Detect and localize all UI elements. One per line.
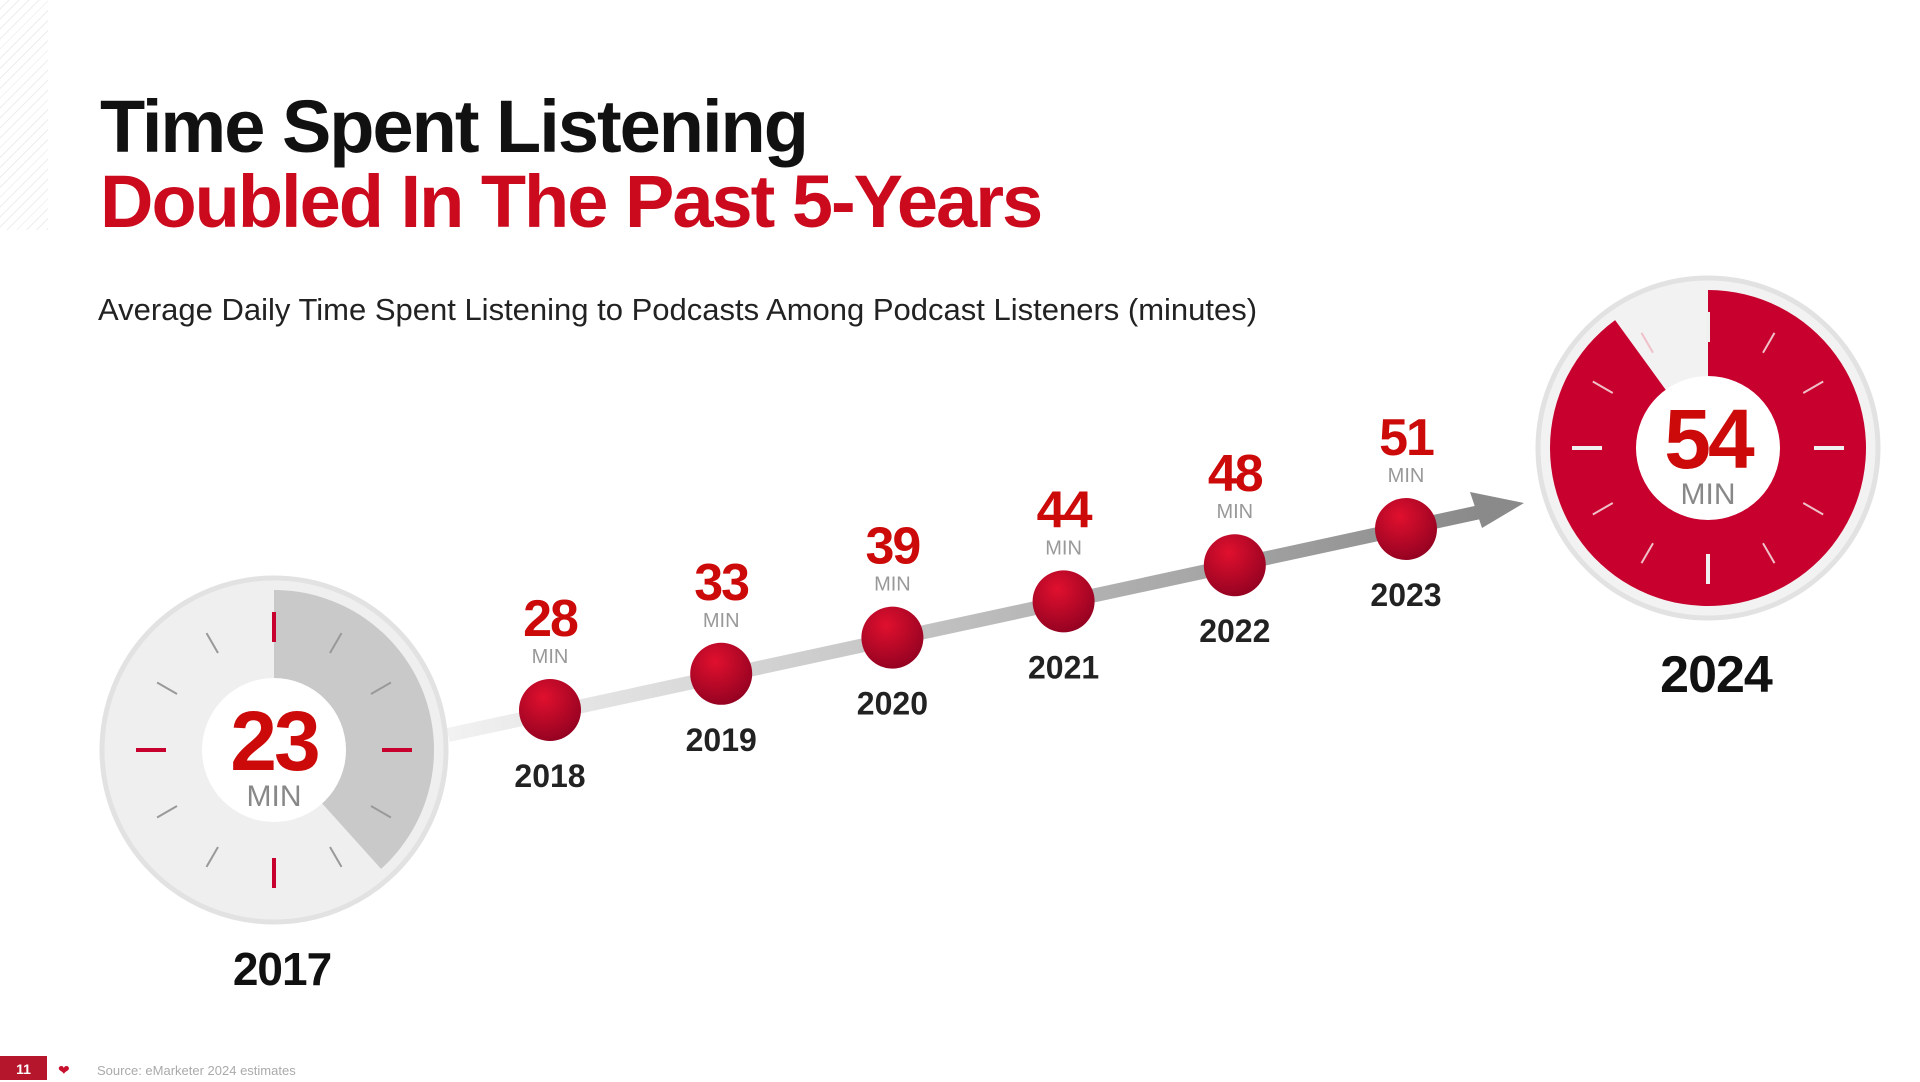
year-label: 2017 <box>233 943 331 995</box>
clock-tick <box>205 846 219 868</box>
unit-label: MIN <box>1216 501 1253 523</box>
value-label: 54 <box>1664 392 1755 486</box>
unit-label: MIN <box>874 574 911 596</box>
clock-center <box>1636 376 1780 520</box>
clock-tick <box>1762 332 1776 354</box>
unit-label: MIN <box>703 610 740 632</box>
trend-arrow-line <box>446 505 1482 742</box>
unit-label: MIN <box>1681 478 1736 511</box>
unit-label: MIN <box>532 646 569 668</box>
data-point <box>519 679 581 741</box>
title-line-1: Time Spent Listening <box>100 85 809 168</box>
decorative-pattern <box>0 0 48 230</box>
value-label: 23 <box>230 694 318 788</box>
data-point <box>690 642 753 705</box>
clock-center <box>202 678 346 822</box>
data-point <box>1032 570 1095 633</box>
clock-tick <box>370 805 392 819</box>
year-label: 2022 <box>1199 613 1270 649</box>
clock-tick <box>1640 542 1654 564</box>
clock-filled-wedge <box>274 590 435 869</box>
value-label: 51 <box>1379 409 1434 467</box>
year-label: 2021 <box>1028 649 1099 685</box>
clock-tick <box>370 681 392 695</box>
year-label: 2020 <box>857 686 928 722</box>
data-point <box>1375 498 1437 560</box>
unit-label: MIN <box>1388 465 1425 487</box>
clock-tick <box>156 805 178 819</box>
value-label: 28 <box>523 590 578 648</box>
clock-tick <box>329 632 343 654</box>
unit-label: MIN <box>1045 537 1082 559</box>
clock-tick <box>1802 502 1824 516</box>
data-point <box>861 606 924 669</box>
value-label: 48 <box>1208 445 1263 503</box>
clock-tick <box>205 632 219 654</box>
clock-tick <box>156 681 178 695</box>
clock-tick <box>1592 380 1614 394</box>
source-note: Source: eMarketer 2024 estimates <box>97 1063 296 1078</box>
clock-tick <box>329 846 343 868</box>
data-point <box>1203 534 1266 597</box>
trend-arrow-head <box>1470 492 1524 528</box>
clock-tick <box>1802 380 1824 394</box>
iheart-logo-icon: ❤ <box>58 1062 70 1078</box>
clock-tick <box>1762 542 1776 564</box>
value-label: 33 <box>694 554 749 612</box>
year-label: 2018 <box>514 758 585 794</box>
year-label: 2024 <box>1660 646 1773 704</box>
page-number: 11 <box>0 1056 47 1080</box>
year-label: 2023 <box>1370 577 1441 613</box>
chart-subtitle: Average Daily Time Spent Listening to Po… <box>98 292 1258 327</box>
year-label: 2019 <box>686 722 757 758</box>
clock-tick <box>1592 502 1614 516</box>
clock-tick <box>1640 332 1654 354</box>
value-label: 39 <box>865 518 919 576</box>
title-line-2: Doubled In The Past 5-Years <box>100 160 1043 243</box>
value-label: 44 <box>1037 481 1093 539</box>
unit-label: MIN <box>247 780 302 813</box>
